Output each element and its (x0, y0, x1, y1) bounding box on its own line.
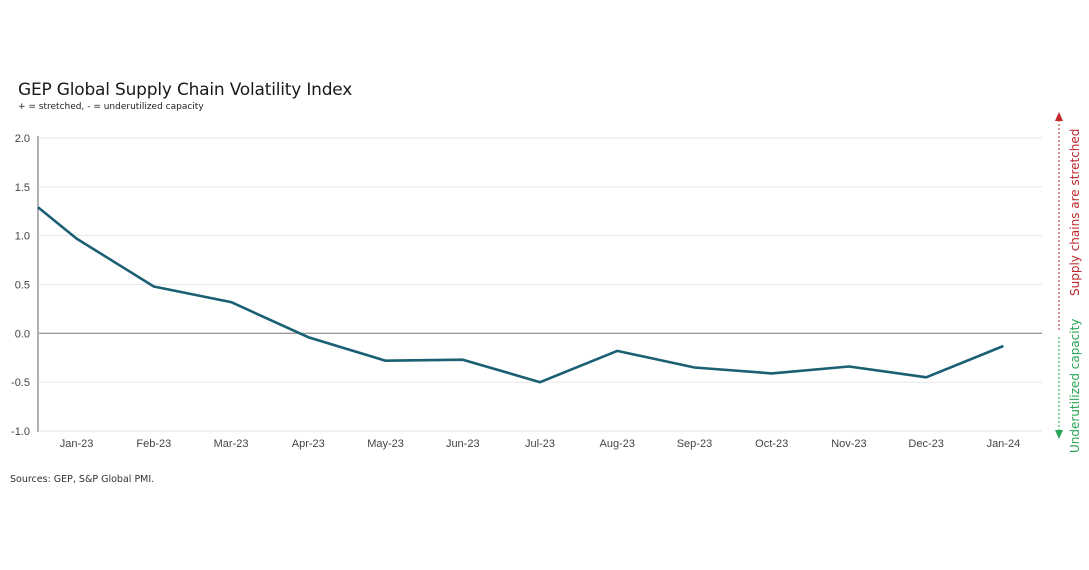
underutilized-annotation: Underutilized capacity (1055, 319, 1082, 453)
y-tick-label: 0.0 (15, 328, 30, 340)
stretched-annotation: Supply chains are stretched (1055, 112, 1082, 330)
gridlines (38, 137, 1042, 432)
y-tick-label: 1.0 (15, 231, 30, 243)
x-tick-label: Jul-23 (525, 438, 555, 450)
source-note: Sources: GEP, S&P Global PMI. (10, 474, 155, 485)
y-tick-label: 2.0 (15, 133, 30, 145)
x-tick-label: Sep-23 (677, 438, 712, 450)
x-tick-label: Dec-23 (908, 438, 943, 450)
y-tick-label: -1.0 (11, 426, 30, 438)
x-axis-ticks: Jan-23 Feb-23 Mar-23 Apr-23 May-23 Jun-23 Jul-… (60, 438, 1020, 450)
x-tick-label: Jan-24 (987, 438, 1021, 450)
y-tick-label: 0.5 (15, 280, 30, 292)
x-tick-label: Nov-23 (831, 438, 866, 450)
x-tick-label: Feb-23 (136, 438, 171, 450)
x-tick-label: May-23 (367, 438, 404, 450)
x-tick-label: Apr-23 (292, 438, 325, 450)
arrow-down-icon (1055, 430, 1063, 439)
y-tick-label: 1.5 (15, 182, 30, 194)
chart-subtitle: + = stretched, - = underutilized capacit… (18, 102, 204, 112)
y-tick-label: -0.5 (11, 377, 30, 389)
stretched-label: Supply chains are stretched (1068, 129, 1082, 296)
x-tick-label: Jun-23 (446, 438, 480, 450)
x-tick-label: Aug-23 (599, 438, 634, 450)
chart-title: GEP Global Supply Chain Volatility Index (18, 80, 353, 100)
y-axis-ticks: 2.0 1.5 1.0 0.5 0.0 -0.5 -1.0 (11, 133, 30, 438)
underutilized-label: Underutilized capacity (1068, 319, 1082, 453)
x-tick-label: Jan-23 (60, 438, 94, 450)
x-tick-label: Oct-23 (755, 438, 788, 450)
x-tick-label: Mar-23 (214, 438, 249, 450)
volatility-index-line (37, 206, 1004, 384)
arrow-up-icon (1055, 112, 1063, 121)
